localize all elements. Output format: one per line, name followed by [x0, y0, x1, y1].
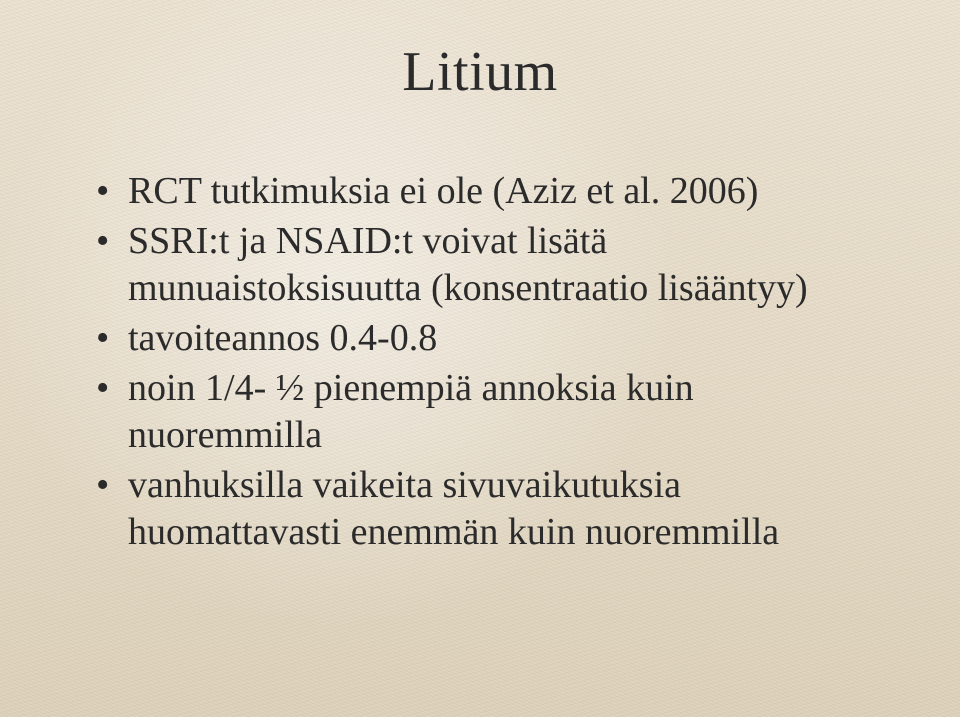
bullet-text: noin 1/4- ½ pienempiä annoksia kuin nuor… [128, 367, 694, 455]
list-item: noin 1/4- ½ pienempiä annoksia kuin nuor… [90, 365, 890, 458]
list-item: tavoiteannos 0.4-0.8 [90, 315, 890, 361]
bullet-text: tavoiteannos 0.4-0.8 [128, 317, 437, 359]
list-item: vanhuksilla vaikeita sivuvaikutuksia huo… [90, 462, 890, 555]
bullet-text: vanhuksilla vaikeita sivuvaikutuksia huo… [128, 464, 779, 552]
bullet-text: SSRI:t ja NSAID:t voivat lisätä munuaist… [128, 220, 808, 308]
bullet-list: RCT tutkimuksia ei ole (Aziz et al. 2006… [90, 168, 890, 555]
list-item: RCT tutkimuksia ei ole (Aziz et al. 2006… [90, 168, 890, 214]
slide: Litium RCT tutkimuksia ei ole (Aziz et a… [0, 0, 960, 717]
slide-body: RCT tutkimuksia ei ole (Aziz et al. 2006… [90, 168, 890, 559]
list-item: SSRI:t ja NSAID:t voivat lisätä munuaist… [90, 218, 890, 311]
slide-title: Litium [0, 40, 960, 104]
bullet-text: RCT tutkimuksia ei ole (Aziz et al. 2006… [128, 170, 758, 212]
